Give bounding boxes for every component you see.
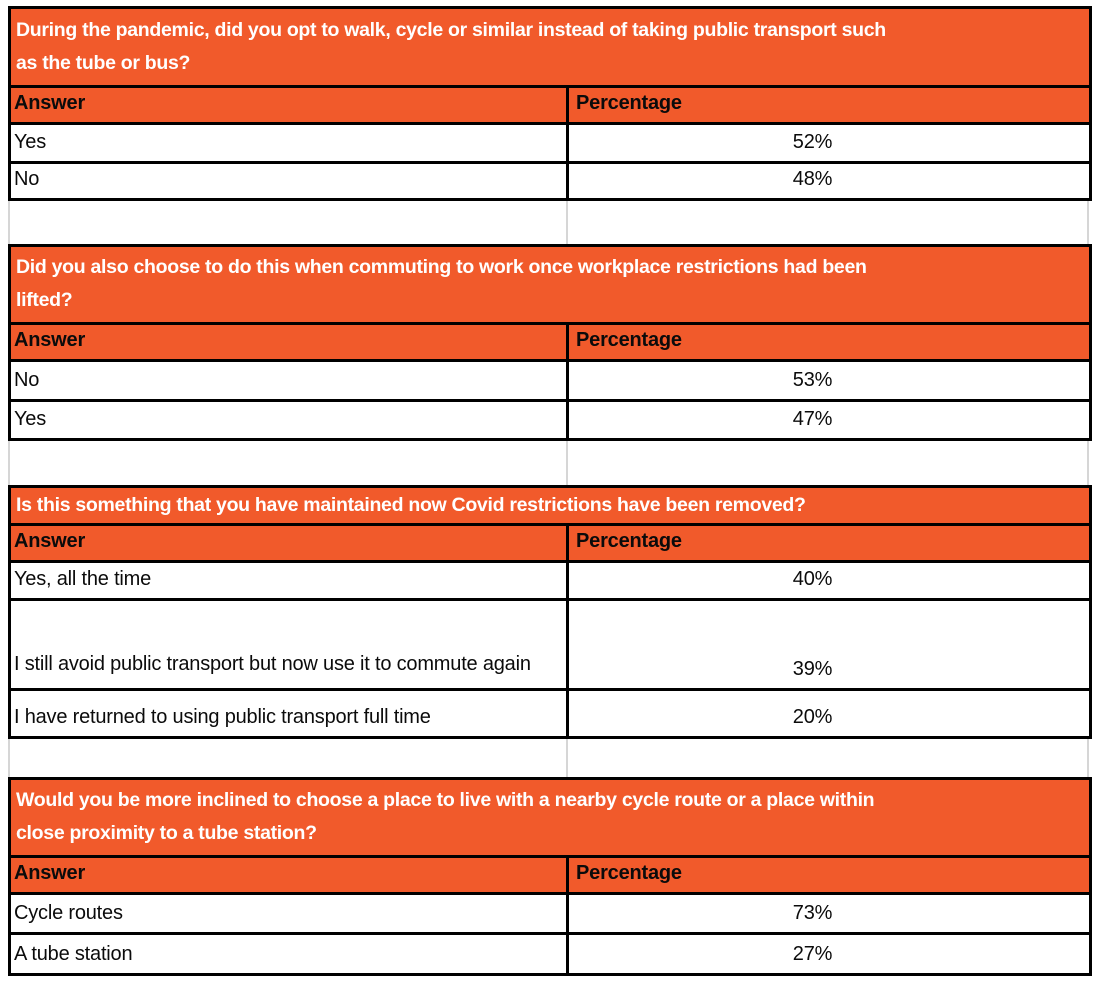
table-row: No 48% (8, 161, 1092, 201)
answer-cell: No (8, 161, 569, 201)
percentage-column-header: Percentage (566, 85, 1092, 125)
answer-cell: Yes (8, 122, 569, 164)
percentage-cell: 48% (566, 161, 1092, 201)
answer-cell: I still avoid public transport but now u… (8, 598, 569, 691)
percentage-cell: 40% (565, 560, 1093, 601)
percentage-column-header: Percentage (565, 322, 1093, 362)
table-row: I have returned to using public transpor… (8, 688, 1093, 739)
question-row: During the pandemic, did you opt to walk… (8, 6, 1092, 88)
survey-table-pandemic-walk-cycle: During the pandemic, did you opt to walk… (8, 6, 1092, 201)
question-row: Would you be more inclined to choose a p… (8, 777, 1092, 858)
table-row: No 53% (8, 359, 1093, 402)
column-header-row: Answer Percentage (8, 322, 1093, 362)
percentage-column-header: Percentage (565, 523, 1093, 563)
answer-cell: A tube station (8, 932, 569, 976)
survey-table-maintained-habit: Is this something that you have maintain… (7, 485, 1093, 739)
table-row: Cycle routes 73% (8, 892, 1092, 935)
answer-cell: Yes (8, 399, 569, 441)
answer-column-header: Answer (8, 523, 569, 563)
question-banner: During the pandemic, did you opt to walk… (8, 6, 1092, 88)
question-banner: Did you also choose to do this when comm… (7, 244, 1093, 325)
answer-cell: Yes, all the time (8, 560, 569, 601)
answer-cell: No (8, 359, 569, 402)
question-row: Is this something that you have maintain… (7, 485, 1093, 526)
table-gap (8, 739, 1089, 777)
percentage-cell: 47% (565, 399, 1093, 441)
answer-column-header: Answer (8, 855, 569, 895)
survey-table-cycle-route-vs-tube: Would you be more inclined to choose a p… (8, 777, 1092, 976)
answer-cell: I have returned to using public transpor… (8, 688, 569, 739)
question-banner: Would you be more inclined to choose a p… (8, 777, 1092, 858)
percentage-cell: 73% (566, 892, 1092, 935)
percentage-column-header: Percentage (566, 855, 1092, 895)
answer-column-header: Answer (8, 322, 569, 362)
column-header-row: Answer Percentage (8, 523, 1093, 563)
answer-cell: Cycle routes (8, 892, 569, 935)
table-row: A tube station 27% (8, 932, 1092, 976)
column-header-row: Answer Percentage (8, 855, 1092, 895)
question-row: Did you also choose to do this when comm… (7, 244, 1093, 325)
percentage-cell: 27% (566, 932, 1092, 976)
table-gap (8, 201, 1089, 244)
table-gap (8, 441, 1089, 485)
table-row: I still avoid public transport but now u… (8, 598, 1093, 691)
percentage-cell: 53% (565, 359, 1093, 402)
question-banner: Is this something that you have maintain… (7, 485, 1093, 526)
percentage-cell: 52% (566, 122, 1092, 164)
column-header-row: Answer Percentage (8, 85, 1092, 125)
table-row: Yes, all the time 40% (8, 560, 1093, 601)
table-row: Yes 52% (8, 122, 1092, 164)
survey-table-commuting-after-restrictions: Did you also choose to do this when comm… (7, 244, 1093, 441)
answer-column-header: Answer (8, 85, 569, 125)
percentage-cell: 39% (565, 598, 1093, 691)
percentage-cell: 20% (565, 688, 1093, 739)
table-row: Yes 47% (8, 399, 1093, 441)
